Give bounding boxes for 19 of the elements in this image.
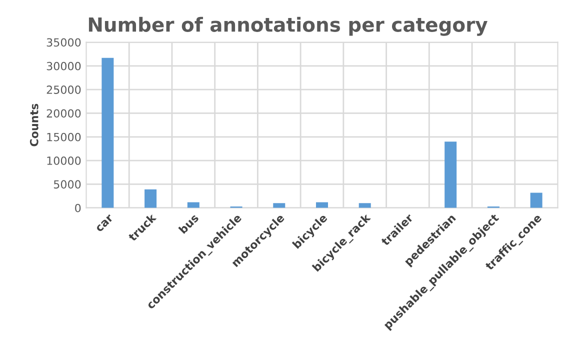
y-axis-title: Counts <box>30 104 38 146</box>
bar <box>316 202 328 208</box>
bar <box>144 189 157 208</box>
x-tick-label: car <box>96 214 114 232</box>
y-tick-label: 0 <box>75 204 81 212</box>
bar <box>530 192 542 208</box>
y-tick-label: 35000 <box>46 38 81 47</box>
y-tick-label: 20000 <box>46 109 81 118</box>
y-tick-label: 30000 <box>46 62 81 70</box>
bar <box>102 58 114 208</box>
bar <box>444 142 457 208</box>
y-tick-label: 10000 <box>47 156 81 165</box>
y-tick-label: 25000 <box>46 86 81 94</box>
chart-title: Number of annotations per category <box>88 16 488 36</box>
y-tick-label: 5000 <box>54 180 81 189</box>
bar <box>187 202 200 208</box>
bar <box>273 203 286 208</box>
bar <box>358 203 371 208</box>
y-tick-label: 15000 <box>47 132 81 142</box>
